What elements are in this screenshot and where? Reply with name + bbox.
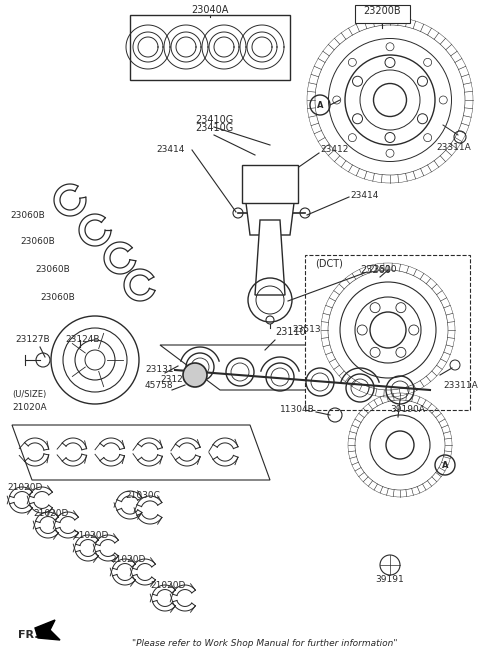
- Bar: [130, 15, 290, 80]
- Text: 23311A: 23311A: [443, 380, 478, 390]
- Text: "Please refer to Work Shop Manual for further information": "Please refer to Work Shop Manual for fu…: [132, 638, 398, 647]
- Text: 21020A: 21020A: [12, 403, 47, 411]
- Text: 23410G: 23410G: [195, 123, 233, 133]
- Text: 21020D: 21020D: [73, 531, 108, 541]
- Text: 23131: 23131: [145, 365, 174, 375]
- Text: 23414: 23414: [156, 146, 185, 155]
- Text: 39191: 39191: [376, 575, 404, 584]
- Polygon shape: [160, 345, 430, 390]
- Text: 23060B: 23060B: [20, 237, 55, 247]
- Text: (DCT): (DCT): [315, 258, 343, 268]
- Bar: [242, 165, 298, 203]
- Bar: [305, 255, 470, 410]
- Text: 23311A: 23311A: [437, 144, 471, 152]
- Text: 23200B: 23200B: [363, 6, 401, 16]
- Bar: [355, 5, 410, 23]
- Text: 45758: 45758: [145, 380, 174, 390]
- Text: 23260: 23260: [360, 265, 391, 275]
- Text: 21020D: 21020D: [110, 556, 145, 565]
- Text: 11304B: 11304B: [280, 405, 315, 415]
- Text: 21030C: 21030C: [125, 491, 160, 499]
- Text: 23060B: 23060B: [10, 211, 45, 220]
- Text: 23127B: 23127B: [15, 335, 49, 344]
- Circle shape: [183, 363, 207, 387]
- Text: (U/SIZE): (U/SIZE): [12, 390, 46, 400]
- Text: 21020D: 21020D: [7, 483, 42, 493]
- Text: 23124B: 23124B: [65, 335, 99, 344]
- Text: 23412: 23412: [320, 146, 348, 155]
- Polygon shape: [12, 425, 270, 480]
- Text: 23510: 23510: [368, 266, 396, 274]
- Text: 21020D: 21020D: [150, 581, 185, 590]
- Text: 23414: 23414: [350, 190, 378, 199]
- Text: 21020D: 21020D: [33, 508, 68, 518]
- Text: 23060B: 23060B: [35, 266, 70, 274]
- Text: 23040A: 23040A: [192, 5, 228, 15]
- Text: FR.: FR.: [18, 630, 38, 640]
- Text: 23410G: 23410G: [195, 115, 233, 125]
- Text: 39190A: 39190A: [390, 405, 425, 415]
- Text: A: A: [317, 100, 323, 110]
- Text: 23120: 23120: [160, 375, 189, 384]
- Text: 23513: 23513: [292, 325, 321, 335]
- Text: 23110: 23110: [275, 327, 306, 337]
- Text: A: A: [442, 461, 448, 470]
- Polygon shape: [246, 203, 294, 235]
- Polygon shape: [35, 620, 60, 640]
- Polygon shape: [255, 220, 285, 295]
- Text: 23060B: 23060B: [40, 293, 75, 302]
